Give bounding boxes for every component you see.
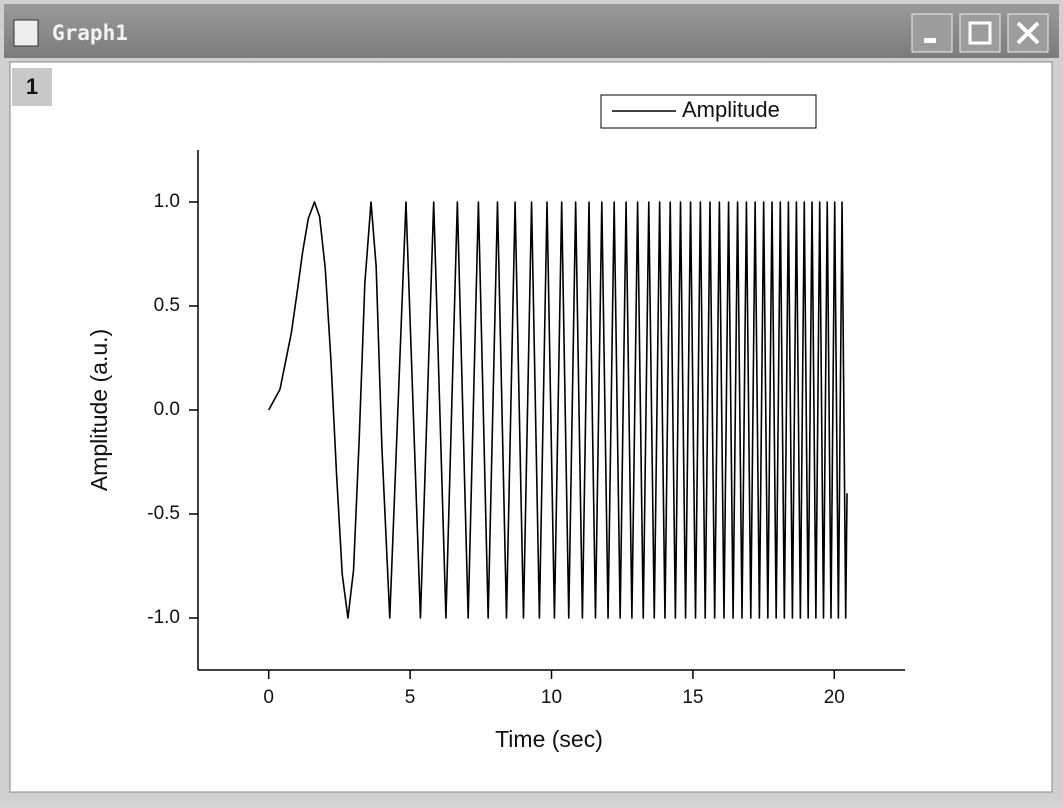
y-tick-label: -0.5: [147, 503, 180, 524]
layer-button[interactable]: [12, 68, 52, 106]
minimize-button[interactable]: [911, 13, 953, 53]
x-tick-label: 15: [682, 687, 703, 708]
maximize-button[interactable]: [959, 13, 1001, 53]
maximize-icon: [968, 21, 992, 45]
layer-label: 1: [26, 74, 38, 99]
title-bar: [4, 4, 1059, 58]
x-axis-title: Time (sec): [495, 726, 603, 752]
minimize-icon: [924, 38, 936, 43]
y-axis-title: Amplitude (a.u.): [86, 329, 112, 491]
x-tick-label: 20: [824, 687, 845, 708]
data-line: [267, 201, 848, 619]
y-tick-label: 0.0: [154, 399, 180, 420]
window-icon: [13, 19, 39, 47]
x-tick-label: 0: [263, 687, 274, 708]
y-tick-label: 0.5: [154, 295, 180, 316]
window-title: Graph1: [52, 21, 128, 45]
legend-label: Amplitude: [682, 97, 780, 122]
x-tick-label: 10: [541, 687, 562, 708]
y-tick-label: -1.0: [147, 607, 180, 628]
close-icon: [1016, 21, 1040, 45]
x-tick-label: 5: [405, 687, 416, 708]
graph-page: [9, 61, 1053, 793]
y-tick-label: 1.0: [154, 191, 180, 212]
